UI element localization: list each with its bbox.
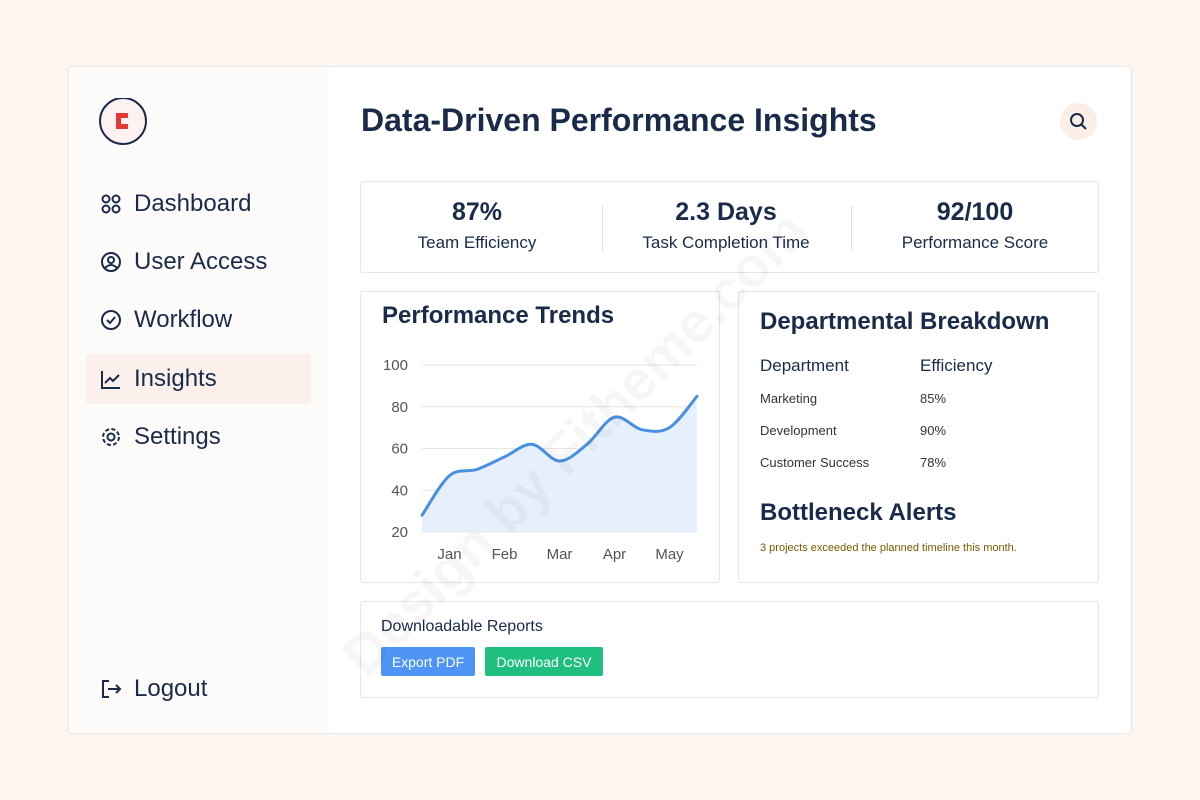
nav-item[interactable]: Dashboard — [86, 179, 311, 229]
table-header: Department — [760, 356, 849, 375]
y-tick-label: 40 — [391, 482, 408, 499]
stat: 87% Team Efficiency — [357, 198, 597, 253]
icon — [102, 680, 122, 698]
stat-value: 87% — [451, 198, 503, 226]
reports-card — [360, 601, 1099, 698]
stats-card — [360, 181, 1099, 273]
logout-label: Logout — [134, 675, 208, 702]
y-tick-label: 20 — [391, 524, 408, 541]
table-cell: 85% — [920, 391, 947, 406]
nav-item[interactable]: Settings — [86, 412, 311, 462]
divider — [602, 206, 603, 251]
x-tick-label: Mar — [547, 546, 573, 563]
stat-value: 92/100 — [936, 198, 1014, 226]
nav-label: Insights — [134, 365, 217, 392]
chart: Performance Trends 20 40 60 80 100 Jan Feb Mar A… — [382, 302, 699, 563]
stat-value: 2.3 Days — [675, 198, 777, 226]
divider — [851, 206, 852, 251]
logo — [99, 98, 147, 145]
alert-text: 3 projects exceeded the planned timeline… — [760, 542, 1017, 554]
icon — [101, 194, 121, 214]
nav-label: Dashboard — [134, 190, 252, 217]
stat: 2.3 Days Task Completion Time — [606, 198, 846, 253]
reports-title: Downloadable Reports — [381, 618, 543, 635]
icon — [101, 310, 121, 330]
nav-item-active[interactable]: Insights — [86, 354, 311, 404]
table-cell: 90% — [920, 423, 947, 438]
export-pdf-button[interactable]: Export PDF — [381, 647, 475, 676]
table-cell: Development — [760, 423, 837, 438]
nav-item[interactable]: Workflow — [86, 295, 311, 345]
search-button[interactable] — [1060, 103, 1097, 140]
logout[interactable]: Logout — [86, 664, 311, 714]
stat-label: Performance Score — [901, 233, 1049, 252]
stat-label: Team Efficiency — [417, 233, 537, 252]
area — [422, 396, 697, 532]
breakdown-card — [738, 291, 1099, 583]
nav-label: Workflow — [134, 306, 233, 333]
x-tick-label: Apr — [603, 546, 626, 563]
nav-item[interactable]: User Access — [86, 237, 311, 287]
alerts-title: Bottleneck Alerts — [760, 499, 957, 526]
stat-label: Task Completion Time — [642, 233, 810, 252]
nav-label: Settings — [134, 423, 221, 450]
x-tick-label: Jan — [437, 546, 461, 563]
icon — [101, 371, 120, 389]
table-cell: Customer Success — [760, 455, 870, 470]
download-csv-button[interactable]: Download CSV — [485, 647, 603, 676]
x-tick-label: Feb — [492, 546, 518, 563]
table-cell: 78% — [920, 455, 947, 470]
icon — [102, 428, 120, 446]
page-title: Data-Driven Performance Insights — [361, 102, 877, 138]
line — [420, 394, 699, 517]
table-header: Efficiency — [920, 356, 993, 375]
y-tick-label: 60 — [391, 441, 408, 458]
icon — [101, 252, 121, 272]
stat: 92/100 Performance Score — [855, 198, 1095, 253]
y-tick-label: 80 — [391, 399, 408, 416]
table-cell: Marketing — [760, 391, 818, 406]
nav-label: User Access — [134, 248, 268, 275]
x-tick-label: May — [655, 546, 684, 563]
chart-title: Performance Trends — [382, 302, 614, 329]
y-tick-label: 100 — [383, 357, 408, 374]
breakdown-title: Departmental Breakdown — [760, 308, 1050, 335]
